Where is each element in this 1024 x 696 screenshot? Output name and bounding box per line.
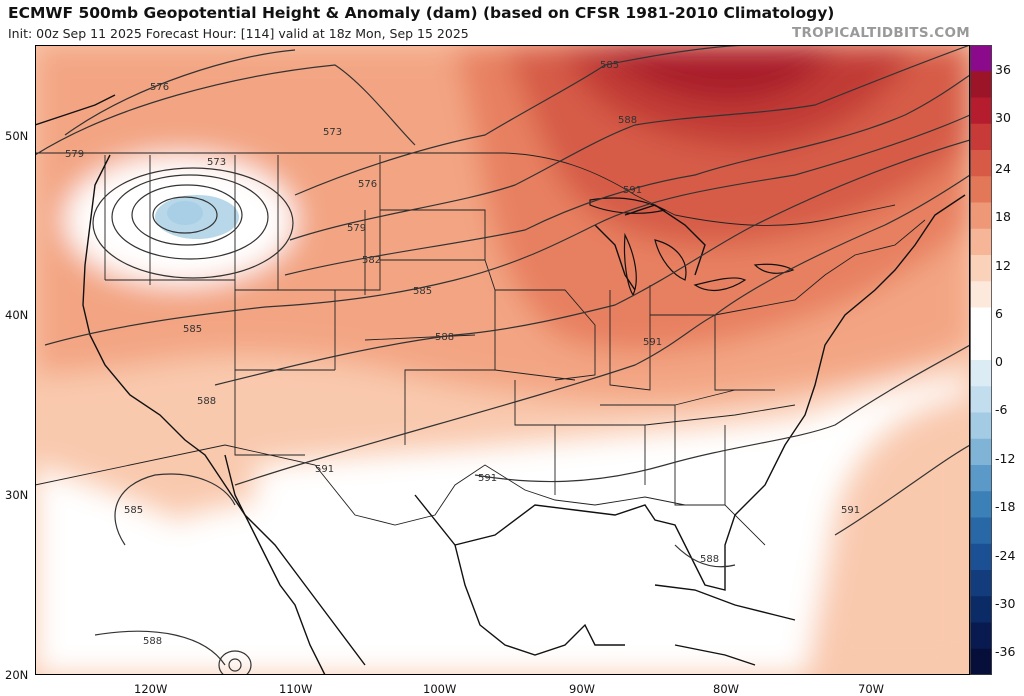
colorbar-label: 6 bbox=[995, 306, 1003, 321]
lat-label: 50N bbox=[5, 129, 29, 143]
colorbar-label: 0 bbox=[995, 354, 1003, 369]
colorbar-segment bbox=[970, 255, 992, 282]
colorbar-label: 30 bbox=[995, 110, 1011, 125]
contour-label: 591 bbox=[478, 473, 497, 484]
height-contours bbox=[35, 45, 970, 675]
colorbar-segment bbox=[970, 176, 992, 203]
colorbar-segment bbox=[970, 570, 992, 597]
atlantic-anomaly-region bbox=[805, 390, 970, 675]
colorbar-segment bbox=[970, 360, 992, 387]
colorbar-label: -6 bbox=[995, 402, 1008, 417]
contour-labels: 576 579 573 573 576 579 582 585 585 588 … bbox=[65, 60, 860, 647]
colorbar-label: 12 bbox=[995, 258, 1011, 273]
colorbar-segment bbox=[970, 45, 992, 72]
contour-label: 588 bbox=[700, 554, 719, 565]
contour-label: 588 bbox=[143, 636, 162, 647]
zero-anomaly-region bbox=[255, 375, 970, 675]
colorbar-segment bbox=[970, 386, 992, 413]
contour-label: 585 bbox=[600, 60, 619, 71]
pacific-white-region bbox=[35, 465, 205, 675]
colorbar-label: -18 bbox=[995, 499, 1016, 514]
colorbar-segment bbox=[970, 438, 992, 466]
political-boundaries bbox=[35, 152, 926, 546]
colorbar-segment bbox=[970, 517, 992, 545]
brand-watermark: TROPICALTIDBITS.COM bbox=[791, 25, 970, 41]
great-lakes bbox=[589, 197, 795, 297]
colorbar-label: -24 bbox=[995, 548, 1016, 563]
contour-label: 591 bbox=[315, 464, 334, 475]
lat-label: 30N bbox=[5, 488, 29, 502]
lon-label: 80W bbox=[713, 682, 740, 696]
colorbar-label: 18 bbox=[995, 209, 1011, 224]
colorbar-segment bbox=[970, 543, 992, 571]
contour-label: 588 bbox=[618, 115, 637, 126]
colorbar-segment bbox=[970, 648, 992, 675]
lon-label: 70W bbox=[858, 682, 885, 696]
map-title: ECMWF 500mb Geopotential Height & Anomal… bbox=[8, 4, 835, 22]
lat-label: 40N bbox=[5, 308, 29, 322]
contour-label: 576 bbox=[358, 179, 377, 190]
colorbar bbox=[970, 45, 992, 675]
gulf-white-region bbox=[185, 485, 335, 675]
contour-label: 591 bbox=[623, 185, 642, 196]
colorbar-segment bbox=[970, 307, 992, 335]
colorbar-segment bbox=[970, 228, 992, 256]
lon-label: 100W bbox=[423, 682, 457, 696]
colorbar-segment bbox=[970, 150, 992, 177]
contour-label: 591 bbox=[643, 337, 662, 348]
lat-label: 20N bbox=[5, 668, 29, 682]
map-subtitle: Init: 00z Sep 11 2025 Forecast Hour: [11… bbox=[8, 26, 469, 41]
colorbar-segment bbox=[970, 202, 992, 230]
contour-label: 585 bbox=[183, 324, 202, 335]
contour-label: 579 bbox=[65, 149, 84, 160]
contour-label: 588 bbox=[435, 332, 454, 343]
contour-label: 582 bbox=[362, 255, 381, 266]
map-frame bbox=[35, 45, 970, 675]
colorbar-segment bbox=[970, 97, 992, 125]
contour-label: 591 bbox=[841, 505, 860, 516]
colorbar-label: -12 bbox=[995, 451, 1016, 466]
colorbar-segment bbox=[970, 596, 992, 623]
lon-label: 120W bbox=[134, 682, 168, 696]
anomaly-30-region bbox=[595, 45, 835, 101]
colorbar-segment bbox=[970, 491, 992, 518]
lon-label: 110W bbox=[279, 682, 313, 696]
contour-label: 579 bbox=[347, 223, 366, 234]
colorbar-segment bbox=[970, 333, 992, 361]
colorbar-segment bbox=[970, 465, 992, 492]
colorbar-segment bbox=[970, 412, 992, 440]
contour-label: 573 bbox=[207, 157, 226, 168]
colorbar-label: 36 bbox=[995, 62, 1011, 77]
lon-label: 90W bbox=[569, 682, 596, 696]
colorbar-label: -36 bbox=[995, 644, 1016, 659]
contour-label: 573 bbox=[323, 127, 342, 138]
colorbar-segment bbox=[970, 71, 992, 98]
contour-label: 585 bbox=[413, 286, 432, 297]
anomaly-map: 576 579 573 573 576 579 582 585 585 588 … bbox=[35, 45, 970, 675]
colorbar-label: 24 bbox=[995, 161, 1011, 176]
low-anomaly-core bbox=[167, 201, 203, 225]
colorbar-segment bbox=[970, 281, 992, 308]
contour-label: 588 bbox=[197, 396, 216, 407]
contour-label: 585 bbox=[124, 505, 143, 516]
colorbar-label: -30 bbox=[995, 596, 1016, 611]
colorbar-segment bbox=[970, 123, 992, 151]
colorbar-frame bbox=[970, 45, 992, 675]
contour-label: 576 bbox=[150, 82, 169, 93]
colorbar-segment bbox=[970, 622, 992, 650]
